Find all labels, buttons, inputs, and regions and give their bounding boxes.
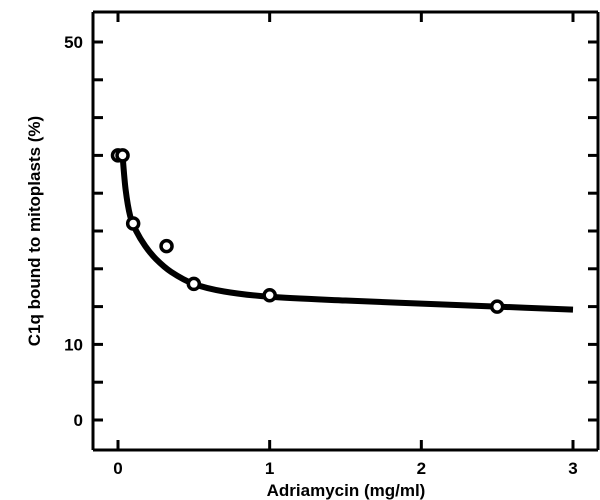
y-tick-label: 50	[64, 33, 83, 52]
data-point	[186, 276, 202, 292]
data-point	[159, 238, 174, 254]
ticks: 0 1 2 3 0 10 50	[64, 12, 598, 478]
data-point	[262, 288, 277, 303]
data-points	[110, 148, 505, 314]
axes	[91, 10, 600, 452]
data-point	[115, 148, 130, 163]
data-point	[125, 216, 141, 231]
y-tick-label: 10	[64, 335, 83, 354]
y-tick-label: 0	[74, 411, 83, 430]
data-point	[489, 299, 505, 314]
x-tick-label: 1	[265, 459, 274, 478]
x-tick-label: 0	[113, 459, 122, 478]
y-axis-label: C1q bound to mitoplasts (%)	[25, 116, 44, 346]
x-tick-label: 2	[417, 459, 426, 478]
x-tick-label: 3	[568, 459, 577, 478]
x-axis-label: Adriamycin (mg/ml)	[267, 481, 426, 500]
